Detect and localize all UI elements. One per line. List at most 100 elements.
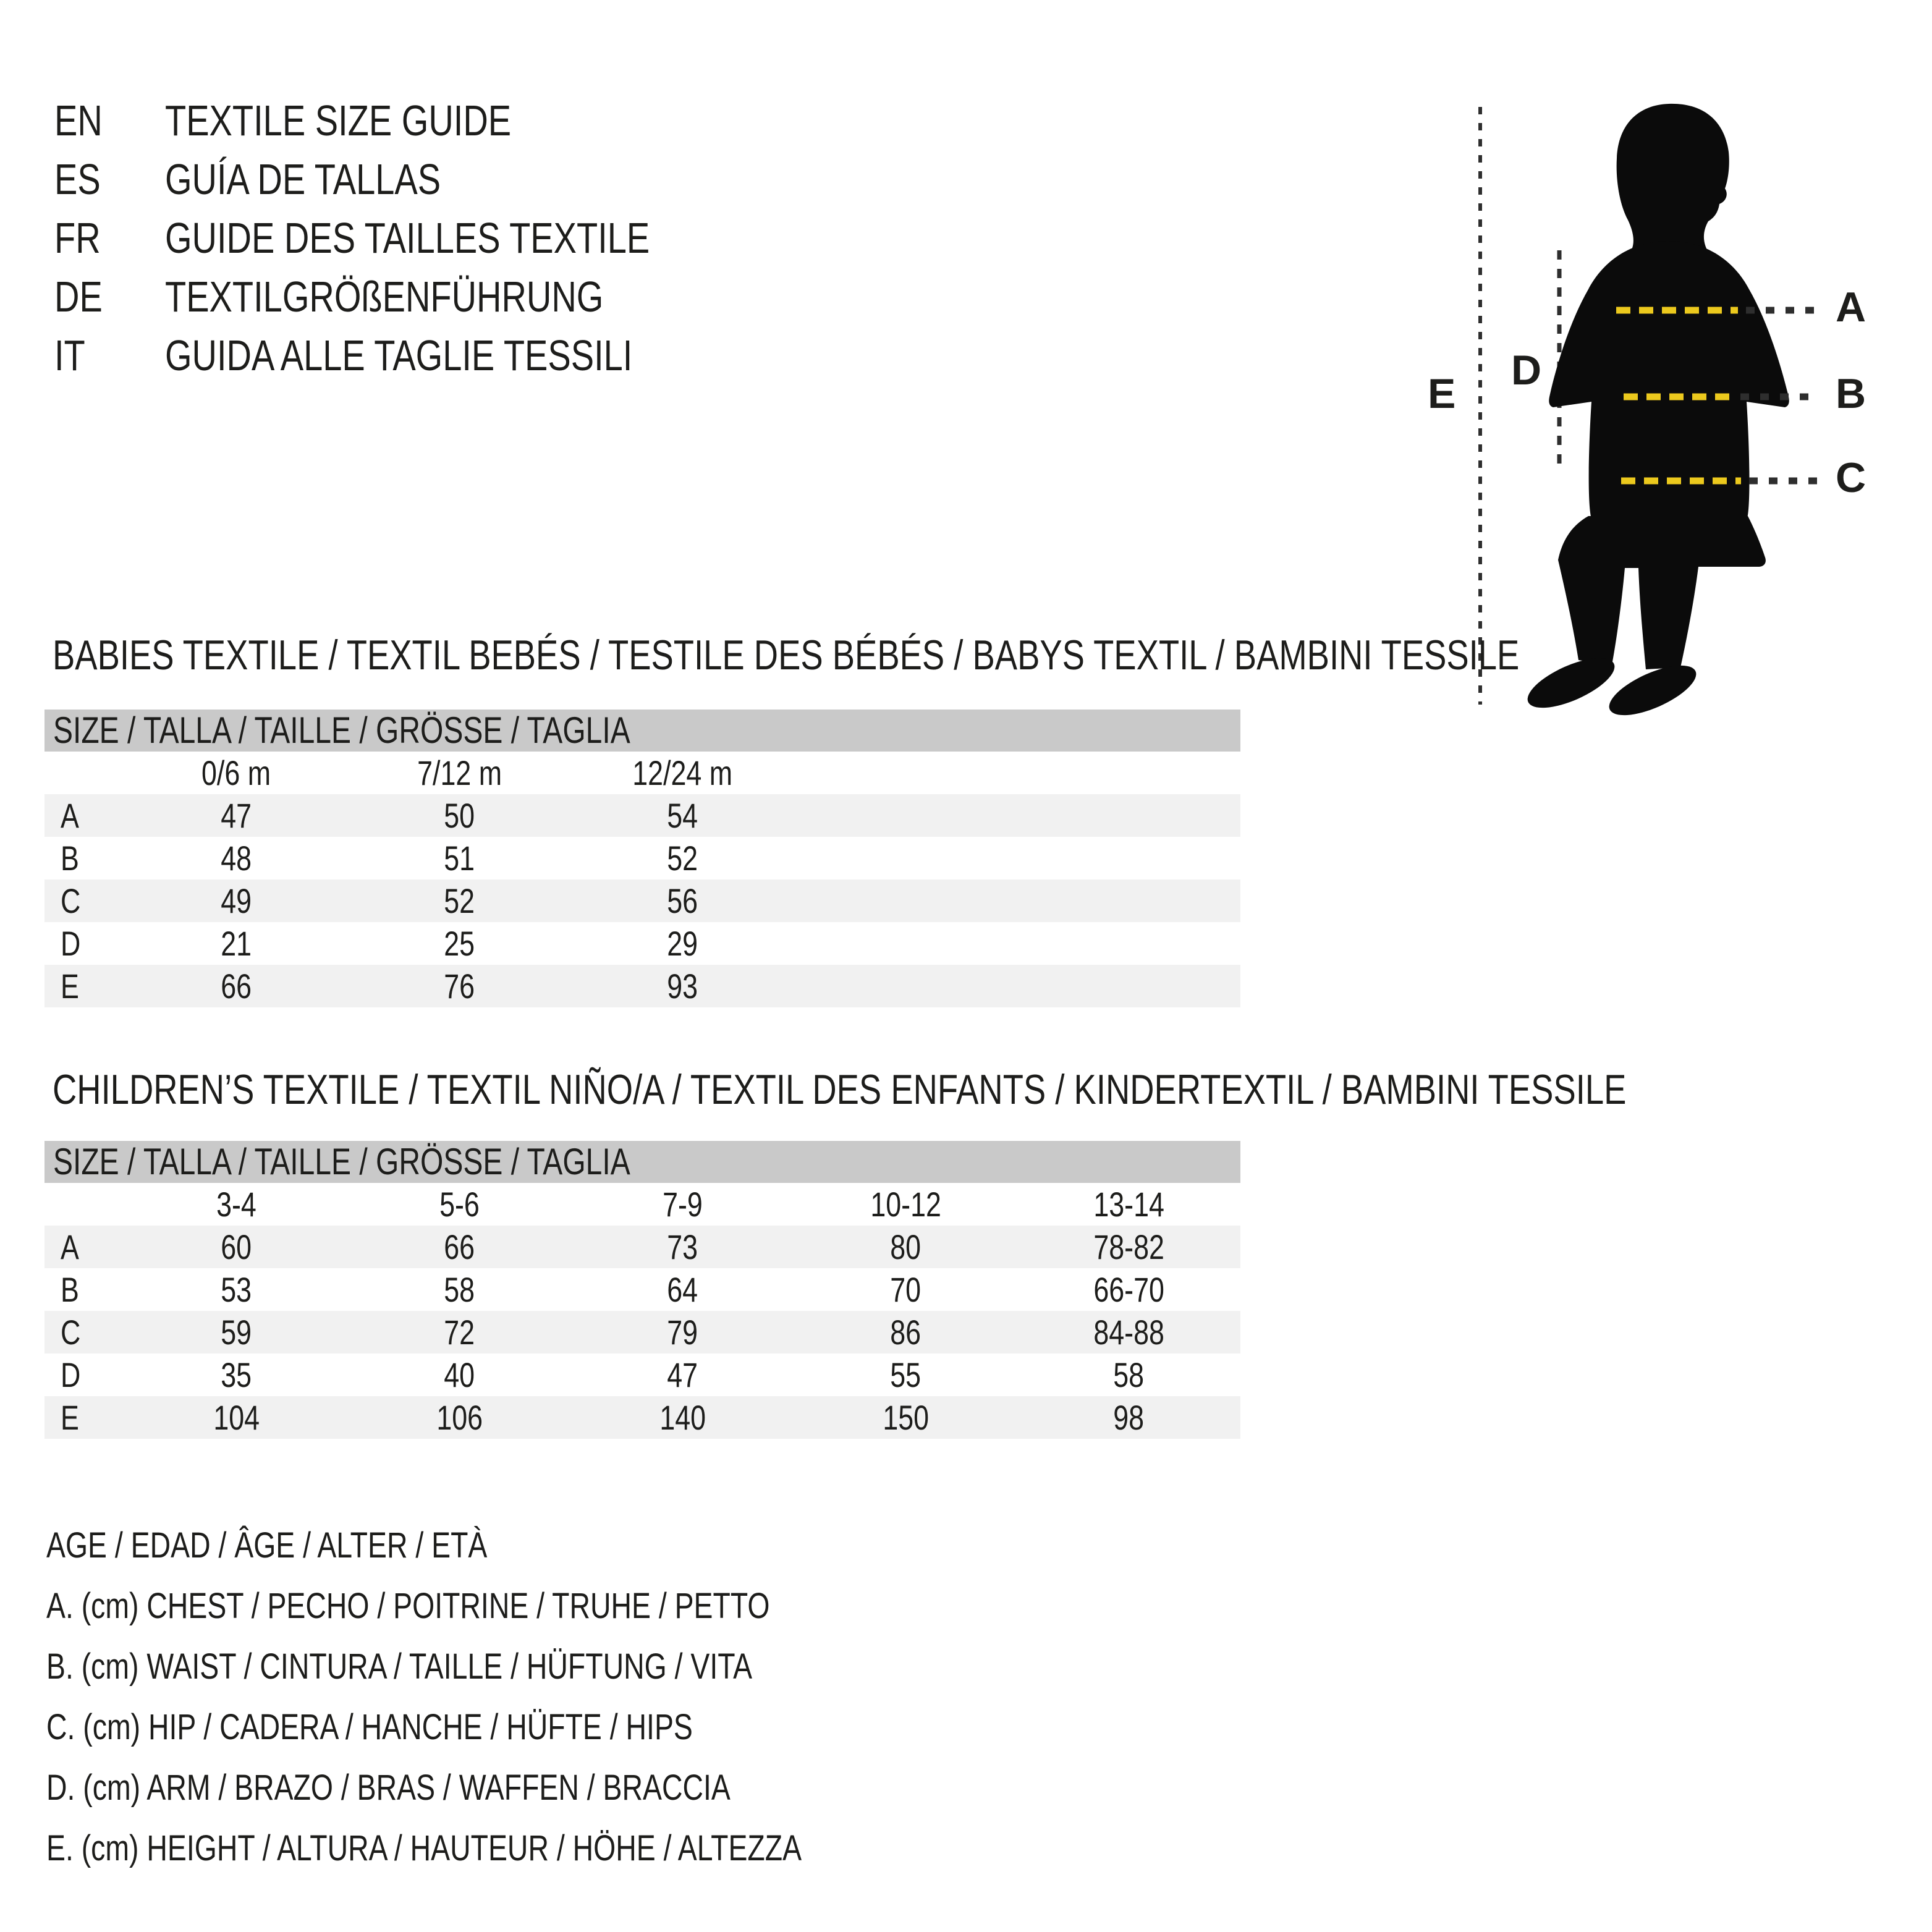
size-value: 56 bbox=[667, 881, 698, 920]
label-a: A bbox=[1836, 284, 1866, 331]
size-value: 64 bbox=[667, 1270, 698, 1309]
size-value: 104 bbox=[213, 1398, 260, 1437]
size-value: 3-4 bbox=[216, 1185, 256, 1224]
row-label: C bbox=[61, 1313, 81, 1352]
legend-height: E. (cm) HEIGHT / ALTURA / HAUTEUR / HÖHE… bbox=[46, 1828, 802, 1868]
size-value: 10-12 bbox=[870, 1185, 941, 1224]
size-value: 72 bbox=[444, 1313, 475, 1352]
row-label: D bbox=[61, 924, 81, 963]
row-label: B bbox=[61, 1270, 79, 1309]
language-row-es: ES GUÍA DE TALLAS bbox=[54, 150, 771, 209]
language-row-fr: FR GUIDE DES TAILLES TEXTILE bbox=[54, 209, 771, 268]
language-code: EN bbox=[54, 96, 103, 145]
babies-table-rows: 0/6 m 7/12 m 12/24 m A 47 50 54 B 48 51 52 C 49 52 56 D… bbox=[44, 752, 1240, 1007]
size-value: 52 bbox=[667, 839, 698, 878]
legend-chest: A. (cm) CHEST / PECHO / POITRINE / TRUHE… bbox=[46, 1586, 770, 1626]
size-value: 58 bbox=[444, 1270, 475, 1309]
table-row: E 66 76 93 bbox=[44, 965, 1240, 1007]
table-row: B 53 58 64 70 66-70 bbox=[44, 1268, 1240, 1311]
babies-size-table: SIZE / TALLA / TAILLE / GRÖSSE / TAGLIA … bbox=[44, 710, 1240, 1007]
language-code: IT bbox=[54, 331, 85, 379]
size-value: 0/6 m bbox=[201, 753, 271, 792]
language-row-it: IT GUIDA ALLE TAGLIE TESSILI bbox=[54, 326, 771, 385]
measurement-figure: A B C D E bbox=[1409, 87, 1904, 729]
size-value: 55 bbox=[890, 1355, 922, 1394]
guide-title: GUÍA DE TALLAS bbox=[165, 155, 441, 203]
legend-age: AGE / EDAD / ÂGE / ALTER / ETÀ bbox=[46, 1525, 488, 1566]
size-value: 54 bbox=[667, 796, 698, 835]
language-row-de: DE TEXTILGRÖßENFÜHRUNG bbox=[54, 268, 771, 326]
guide-title: TEXTILE SIZE GUIDE bbox=[165, 96, 512, 145]
language-code: ES bbox=[54, 155, 101, 203]
label-d: D bbox=[1511, 347, 1541, 394]
size-value: 59 bbox=[221, 1313, 252, 1352]
size-value: 70 bbox=[890, 1270, 922, 1309]
size-value: 40 bbox=[444, 1355, 475, 1394]
size-value: 25 bbox=[444, 924, 475, 963]
size-value: 50 bbox=[444, 796, 475, 835]
language-row-en: EN TEXTILE SIZE GUIDE bbox=[54, 91, 771, 150]
size-value: 79 bbox=[667, 1313, 698, 1352]
table-row: E 104 106 140 150 98 bbox=[44, 1396, 1240, 1439]
size-value: 7-9 bbox=[663, 1185, 703, 1224]
size-value: 47 bbox=[667, 1355, 698, 1394]
babies-size-header-bar: SIZE / TALLA / TAILLE / GRÖSSE / TAGLIA bbox=[44, 710, 1240, 752]
language-code: DE bbox=[54, 273, 103, 321]
column-header-row: 3-4 5-6 7-9 10-12 13-14 bbox=[44, 1183, 1240, 1226]
size-value: 60 bbox=[221, 1227, 252, 1266]
legend-arm: D. (cm) ARM / BRAZO / BRAS / WAFFEN / BR… bbox=[46, 1768, 731, 1808]
size-value: 5-6 bbox=[439, 1185, 480, 1224]
table-row: C 59 72 79 86 84-88 bbox=[44, 1311, 1240, 1354]
row-label: D bbox=[61, 1355, 81, 1394]
size-value: 29 bbox=[667, 924, 698, 963]
row-label: B bbox=[61, 839, 79, 878]
babies-section-heading: BABIES TEXTILE / TEXTIL BEBÉS / TESTILE … bbox=[53, 632, 1520, 679]
size-value: 150 bbox=[883, 1398, 929, 1437]
size-value: 106 bbox=[436, 1398, 483, 1437]
guide-title: GUIDA ALLE TAGLIE TESSILI bbox=[165, 331, 633, 379]
size-value: 58 bbox=[1113, 1355, 1145, 1394]
child-silhouette-icon bbox=[1527, 103, 1789, 716]
size-value: 66 bbox=[221, 967, 252, 1006]
children-size-table: SIZE / TALLA / TAILLE / GRÖSSE / TAGLIA … bbox=[44, 1141, 1240, 1439]
size-value: 73 bbox=[667, 1227, 698, 1266]
label-e: E bbox=[1428, 370, 1455, 417]
size-value: 98 bbox=[1113, 1398, 1145, 1437]
row-label bbox=[44, 1183, 125, 1226]
guide-title: TEXTILGRÖßENFÜHRUNG bbox=[165, 273, 604, 321]
size-value: 93 bbox=[667, 967, 698, 1006]
legend-hip: C. (cm) HIP / CADERA / HANCHE / HÜFTE / … bbox=[46, 1707, 693, 1747]
size-value: 53 bbox=[221, 1270, 252, 1309]
size-value: 86 bbox=[890, 1313, 922, 1352]
table-row: B 48 51 52 bbox=[44, 837, 1240, 879]
size-value: 35 bbox=[221, 1355, 252, 1394]
size-value: 66 bbox=[444, 1227, 475, 1266]
legend-waist: B. (cm) WAIST / CINTURA / TAILLE / HÜFTU… bbox=[46, 1646, 753, 1687]
table-row: A 47 50 54 bbox=[44, 794, 1240, 837]
size-value: 13-14 bbox=[1093, 1185, 1164, 1224]
row-label: E bbox=[61, 1398, 79, 1437]
measurement-legend: AGE / EDAD / ÂGE / ALTER / ETÀ A. (cm) C… bbox=[46, 1515, 991, 1879]
children-size-header-bar: SIZE / TALLA / TAILLE / GRÖSSE / TAGLIA bbox=[44, 1141, 1240, 1183]
row-label bbox=[44, 752, 125, 794]
row-label: E bbox=[61, 967, 79, 1006]
table-row: C 49 52 56 bbox=[44, 879, 1240, 922]
table-row: A 60 66 73 80 78-82 bbox=[44, 1226, 1240, 1268]
size-value: 7/12 m bbox=[417, 753, 502, 792]
label-b: B bbox=[1836, 370, 1866, 417]
children-table-rows: 3-4 5-6 7-9 10-12 13-14 A 60 66 73 80 78-82 B 53 58 64… bbox=[44, 1183, 1240, 1439]
size-value: 52 bbox=[444, 881, 475, 920]
column-header-row: 0/6 m 7/12 m 12/24 m bbox=[44, 752, 1240, 794]
size-value: 140 bbox=[659, 1398, 706, 1437]
row-label: A bbox=[61, 796, 79, 835]
table-row: D 35 40 47 55 58 bbox=[44, 1354, 1240, 1396]
size-value: 80 bbox=[890, 1227, 922, 1266]
children-section-heading: CHILDREN’S TEXTILE / TEXTIL NIÑO/A / TEX… bbox=[53, 1066, 1627, 1113]
size-value: 78-82 bbox=[1093, 1227, 1164, 1266]
size-value: 21 bbox=[221, 924, 252, 963]
guide-title: GUIDE DES TAILLES TEXTILE bbox=[165, 214, 650, 262]
size-value: 66-70 bbox=[1093, 1270, 1164, 1309]
size-value: 76 bbox=[444, 967, 475, 1006]
row-label: C bbox=[61, 881, 81, 920]
